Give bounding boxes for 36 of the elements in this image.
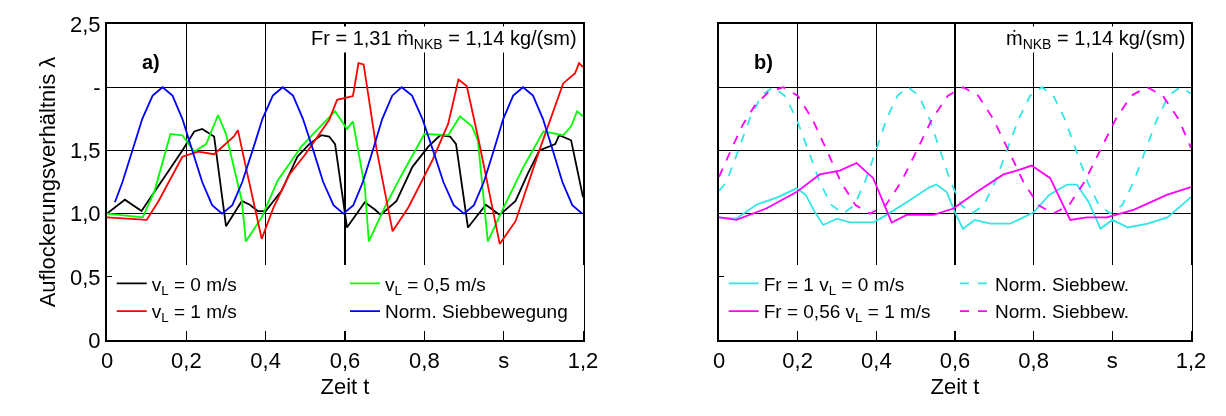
legend-label: Norm. Siebbewegung	[385, 301, 568, 323]
legend-label: v$_{L}$ = 0,5 m/s	[385, 273, 486, 298]
annotation: Fr = 1,31 ṁ$_{NKB}$ = 1,14 kg/(sm)	[311, 27, 577, 53]
legend-label: v$_{L}$ = 0 m/s	[151, 273, 237, 298]
annotation: ṁ$_{NKB}$ = 1,14 kg/(sm)	[1006, 27, 1186, 53]
annotation: b)	[754, 51, 773, 73]
legend-label: Fr = 0,56 v$_{L}$ = 1 m/s	[763, 301, 931, 326]
x-tick-label: s	[1106, 348, 1118, 374]
y-tick-label: 1,0	[70, 201, 101, 227]
x-tick-label: 0,6	[329, 348, 361, 374]
annotation: a)	[142, 51, 160, 73]
x-tick-label: 0,6	[939, 348, 971, 374]
legend-label: Fr = 1 v$_{L}$ = 0 m/s	[763, 273, 905, 298]
y-tick-label: -	[93, 74, 101, 100]
line-series	[114, 86, 583, 215]
y-tick-label: 0	[88, 327, 101, 353]
legend-label: v$_{L}$ = 1 m/s	[151, 301, 237, 326]
x-axis-title: Zeit t	[930, 373, 980, 399]
x-tick-label: 0	[712, 348, 726, 374]
y-axis-title: Auflockerungsverhältnis λ	[35, 56, 61, 308]
legend-label: Norm. Siebbew.	[995, 273, 1130, 295]
x-tick-label: 0,2	[171, 348, 202, 374]
x-tick-label: 0,8	[409, 348, 440, 374]
x-tick-label: 0,4	[861, 348, 892, 374]
line-series	[107, 110, 583, 243]
x-tick-label: 1,2	[567, 348, 599, 374]
x-tick-label: 0,4	[250, 348, 281, 374]
legend-label: Norm. Siebbew.	[995, 301, 1130, 323]
y-tick-label: 2,5	[70, 11, 101, 37]
x-tick-label: 1,2	[1175, 348, 1207, 374]
x-tick-label: s	[498, 348, 510, 374]
x-tick-label: 0,2	[782, 348, 813, 374]
x-axis-title: Zeit t	[320, 373, 370, 399]
y-tick-label: 1,5	[70, 138, 101, 164]
x-tick-label: 0,8	[1018, 348, 1049, 374]
y-tick-label: 0,5	[70, 264, 101, 290]
